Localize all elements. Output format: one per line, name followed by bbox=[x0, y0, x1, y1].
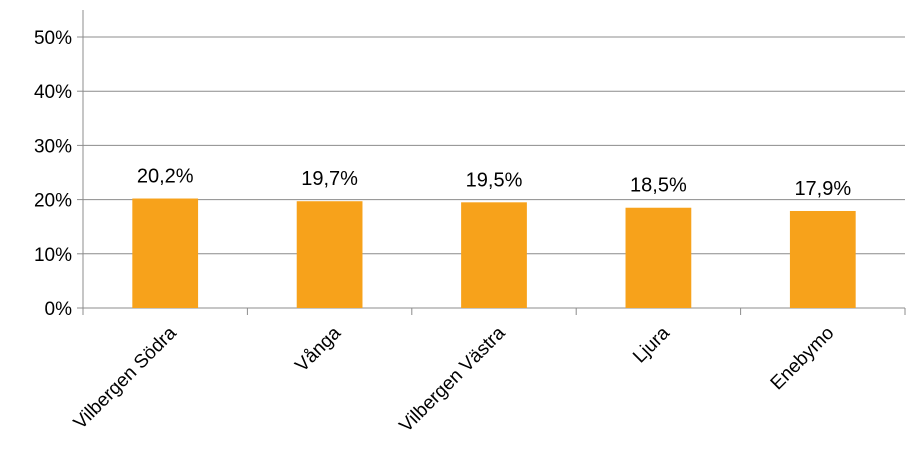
y-tick-label-1: 10% bbox=[34, 245, 72, 266]
category-label-4: Enebymo bbox=[767, 323, 839, 395]
bar-4 bbox=[789, 210, 856, 308]
bar-2 bbox=[461, 202, 527, 308]
y-tick-label-4: 40% bbox=[34, 82, 72, 103]
data-label-3: 18,5% bbox=[630, 175, 687, 197]
bar-3 bbox=[625, 207, 692, 308]
y-tick-label-2: 20% bbox=[34, 191, 72, 212]
data-label-4: 17,9% bbox=[794, 178, 851, 200]
y-tick-label-3: 30% bbox=[34, 136, 72, 157]
data-label-0: 20,2% bbox=[137, 166, 194, 188]
category-label-3: Ljura bbox=[629, 322, 674, 367]
data-label-2: 19,5% bbox=[466, 169, 523, 191]
y-tick-label-5: 50% bbox=[34, 28, 72, 49]
bar-0 bbox=[132, 198, 199, 308]
y-tick-label-0: 0% bbox=[45, 299, 73, 320]
category-label-0: Vilbergen Södra bbox=[70, 322, 181, 433]
category-label-2: Vilbergen Västra bbox=[396, 322, 510, 436]
data-label-1: 19,7% bbox=[301, 168, 358, 190]
bar-1 bbox=[296, 201, 363, 308]
category-label-1: Vånga bbox=[291, 322, 345, 376]
